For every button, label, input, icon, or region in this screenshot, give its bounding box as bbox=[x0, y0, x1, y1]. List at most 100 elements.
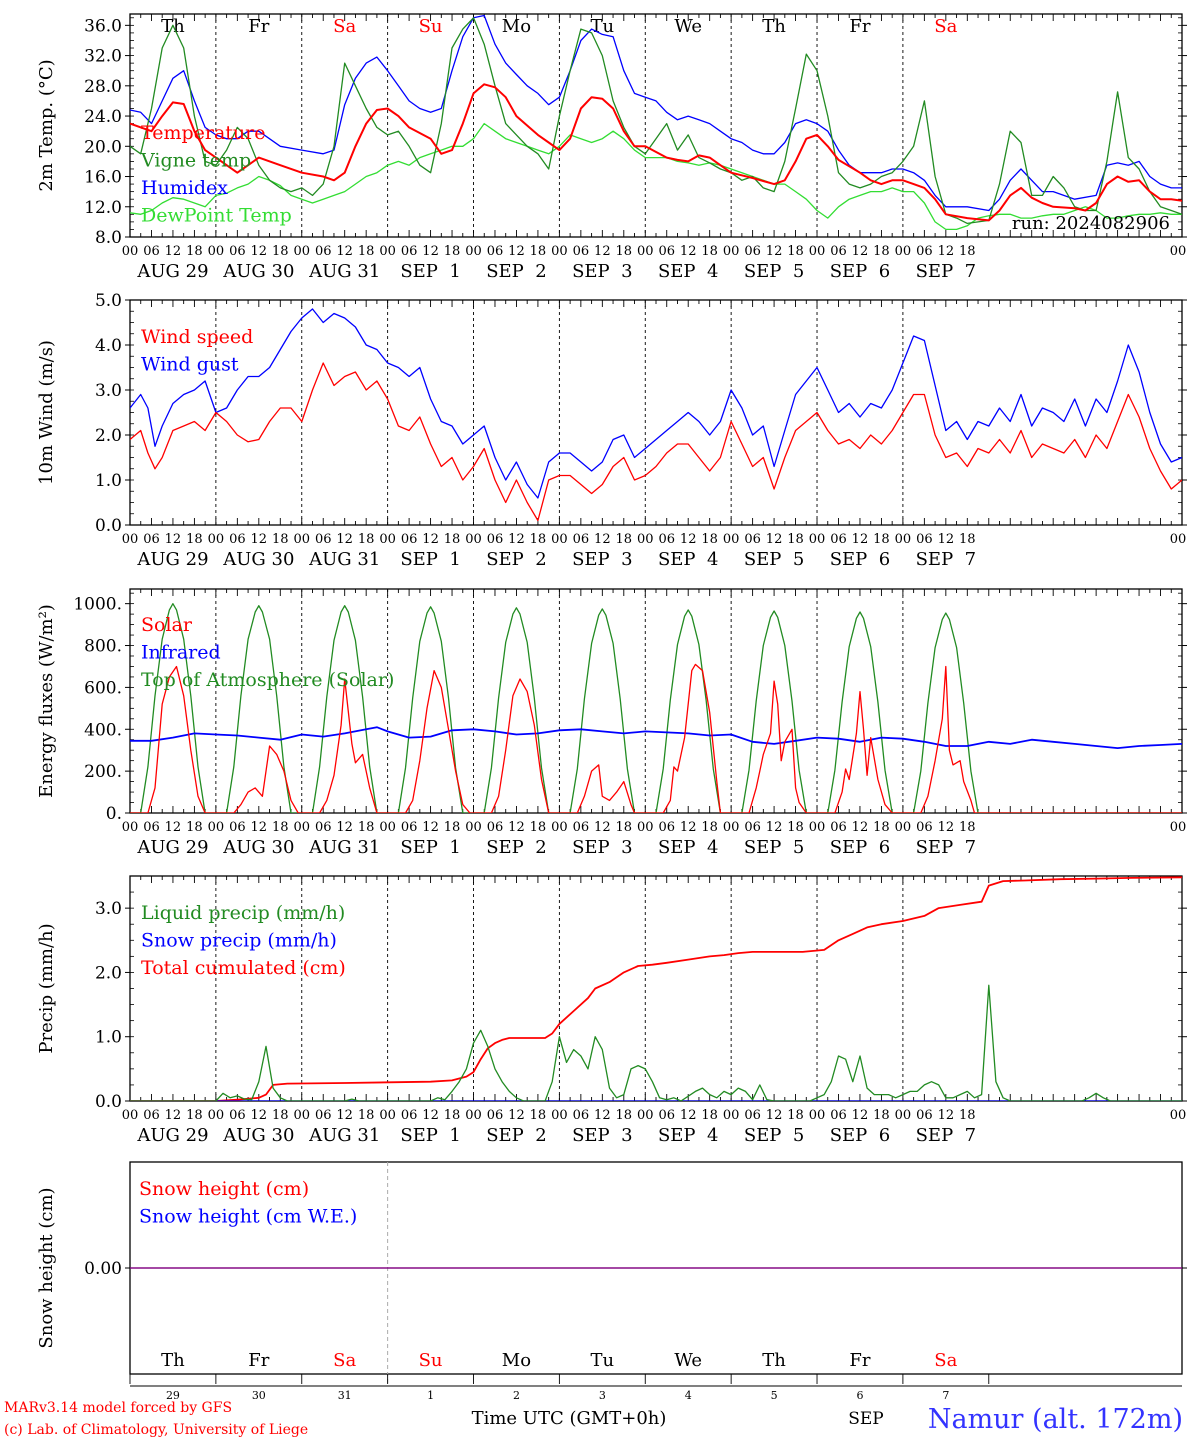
wind-hour-label: 00 bbox=[379, 532, 396, 547]
wind-hour-label: 00 bbox=[293, 532, 310, 547]
wind-hour-label: 06 bbox=[916, 532, 933, 547]
wind-hour-label: 06 bbox=[143, 532, 160, 547]
wind-y-tick-label: 4.0 bbox=[95, 336, 122, 356]
wind-date-label: SEP 1 bbox=[400, 549, 460, 570]
precip-legend-entry: Liquid precip (mm/h) bbox=[141, 902, 345, 924]
energy-ylabel: Energy fluxes (W/m²) bbox=[36, 604, 57, 798]
wind-hour-label: 06 bbox=[744, 532, 761, 547]
precip-hour-label: 18 bbox=[701, 1108, 718, 1123]
energy-hour-label: 18 bbox=[873, 820, 890, 835]
energy-y-tick-label: 800. bbox=[84, 637, 122, 657]
precip-hour-label: 18 bbox=[358, 1108, 375, 1123]
wind-hour-label: 06 bbox=[401, 532, 418, 547]
energy-hour-label: 06 bbox=[658, 820, 675, 835]
temperature-y-tick-label: 8.0 bbox=[95, 228, 122, 248]
wind-series-wind-speed bbox=[130, 362, 1182, 522]
precip-hour-label: 06 bbox=[487, 1108, 504, 1123]
snow-day-number: 29 bbox=[166, 1389, 180, 1402]
wind-date-label: SEP 4 bbox=[658, 549, 718, 570]
temperature-hour-label: 12 bbox=[336, 244, 353, 259]
precip-series-total-cumulated-cm- bbox=[130, 876, 1182, 1101]
temperature-hour-label: 00 bbox=[895, 244, 912, 259]
wind-hour-label: 12 bbox=[165, 532, 182, 547]
panel-wind: 00 06 12 18 00 06 12 18 00 06 12 18 00 06 12 18 00 06 12 18… bbox=[36, 291, 1187, 570]
precip-hour-label: 06 bbox=[229, 1108, 246, 1123]
temperature-date-label: SEP 2 bbox=[486, 261, 546, 282]
snow-dow-label: Su bbox=[419, 1350, 443, 1371]
precip-date-label: SEP 4 bbox=[658, 1125, 718, 1146]
temperature-hour-label: 00 bbox=[723, 244, 740, 259]
temperature-hour-label: 18 bbox=[444, 244, 461, 259]
energy-hour-label: 00 bbox=[809, 820, 826, 835]
temperature-hour-label: 12 bbox=[508, 244, 525, 259]
temperature-y-tick-label: 28.0 bbox=[84, 77, 122, 97]
snow-dow-label: We bbox=[674, 1350, 702, 1371]
snow-dow-label: Fr bbox=[248, 1350, 269, 1371]
temperature-hour-label: 12 bbox=[680, 244, 697, 259]
time-axis-label: Time UTC (GMT+0h) bbox=[472, 1408, 667, 1429]
energy-hour-label: 12 bbox=[336, 820, 353, 835]
energy-hour-label: 06 bbox=[830, 820, 847, 835]
temperature-hour-label: 00 bbox=[1170, 244, 1187, 259]
temperature-dow-label: We bbox=[674, 16, 702, 37]
temperature-series-temperature bbox=[130, 83, 1182, 222]
temperature-hour-label: 06 bbox=[658, 244, 675, 259]
wind-hour-label: 18 bbox=[701, 532, 718, 547]
temperature-hour-label: 18 bbox=[959, 244, 976, 259]
energy-y-tick-label: 200. bbox=[84, 762, 122, 782]
temperature-dow-label: Fr bbox=[849, 16, 870, 37]
wind-hour-label: 12 bbox=[251, 532, 268, 547]
wind-ylabel: 10m Wind (m/s) bbox=[36, 340, 57, 485]
precip-date-label: SEP 6 bbox=[830, 1125, 890, 1146]
station-title: Namur (alt. 172m) bbox=[928, 1404, 1183, 1435]
temperature-date-label: SEP 4 bbox=[658, 261, 718, 282]
snow-dow-label: Sa bbox=[934, 1350, 957, 1371]
precip-hour-label: 00 bbox=[208, 1108, 225, 1123]
temperature-dow-label: Mo bbox=[502, 16, 531, 37]
precip-hour-label: 06 bbox=[315, 1108, 332, 1123]
wind-hour-label: 18 bbox=[272, 532, 289, 547]
temperature-hour-label: 18 bbox=[616, 244, 633, 259]
precip-hour-label: 00 bbox=[809, 1108, 826, 1123]
temperature-legend-entry: Vigne temp bbox=[140, 150, 251, 172]
precip-ylabel: Precip (mm/h) bbox=[36, 923, 57, 1053]
precip-hour-label: 12 bbox=[165, 1108, 182, 1123]
temperature-y-tick-label: 24.0 bbox=[84, 107, 122, 127]
snow-day-number: 1 bbox=[427, 1389, 434, 1402]
temperature-y-tick-label: 36.0 bbox=[84, 16, 122, 36]
precip-hour-label: 18 bbox=[787, 1108, 804, 1123]
temperature-hour-label: 06 bbox=[229, 244, 246, 259]
wind-date-label: SEP 7 bbox=[916, 549, 976, 570]
temperature-hour-label: 18 bbox=[358, 244, 375, 259]
energy-date-label: AUG 31 bbox=[308, 837, 380, 858]
precip-y-tick-label: 0.0 bbox=[95, 1092, 122, 1112]
energy-hour-label: 06 bbox=[143, 820, 160, 835]
temperature-hour-label: 00 bbox=[551, 244, 568, 259]
wind-hour-label: 12 bbox=[938, 532, 955, 547]
wind-hour-label: 06 bbox=[315, 532, 332, 547]
temperature-hour-label: 18 bbox=[530, 244, 547, 259]
precip-date-label: AUG 31 bbox=[308, 1125, 380, 1146]
temperature-hour-label: 18 bbox=[186, 244, 203, 259]
temperature-hour-label: 18 bbox=[873, 244, 890, 259]
wind-date-label: SEP 2 bbox=[486, 549, 546, 570]
precip-hour-label: 06 bbox=[916, 1108, 933, 1123]
precip-hour-label: 12 bbox=[336, 1108, 353, 1123]
precip-date-label: SEP 7 bbox=[916, 1125, 976, 1146]
precip-hour-label: 12 bbox=[938, 1108, 955, 1123]
precip-y-tick-label: 3.0 bbox=[95, 899, 122, 919]
temperature-dow-label: Sa bbox=[934, 16, 957, 37]
temperature-hour-label: 06 bbox=[143, 244, 160, 259]
energy-legend-entry: Top of Atmosphere (Solar) bbox=[141, 669, 394, 691]
wind-hour-label: 18 bbox=[616, 532, 633, 547]
temperature-hour-label: 12 bbox=[422, 244, 439, 259]
energy-hour-label: 12 bbox=[165, 820, 182, 835]
temperature-date-label: SEP 1 bbox=[400, 261, 460, 282]
energy-hour-label: 12 bbox=[508, 820, 525, 835]
energy-date-label: SEP 3 bbox=[572, 837, 632, 858]
snow-legend-entry: Snow height (cm W.E.) bbox=[139, 1206, 357, 1228]
precip-hour-label: 12 bbox=[852, 1108, 869, 1123]
wind-hour-label: 18 bbox=[959, 532, 976, 547]
precip-hour-label: 00 bbox=[1170, 1108, 1187, 1123]
energy-hour-label: 12 bbox=[422, 820, 439, 835]
